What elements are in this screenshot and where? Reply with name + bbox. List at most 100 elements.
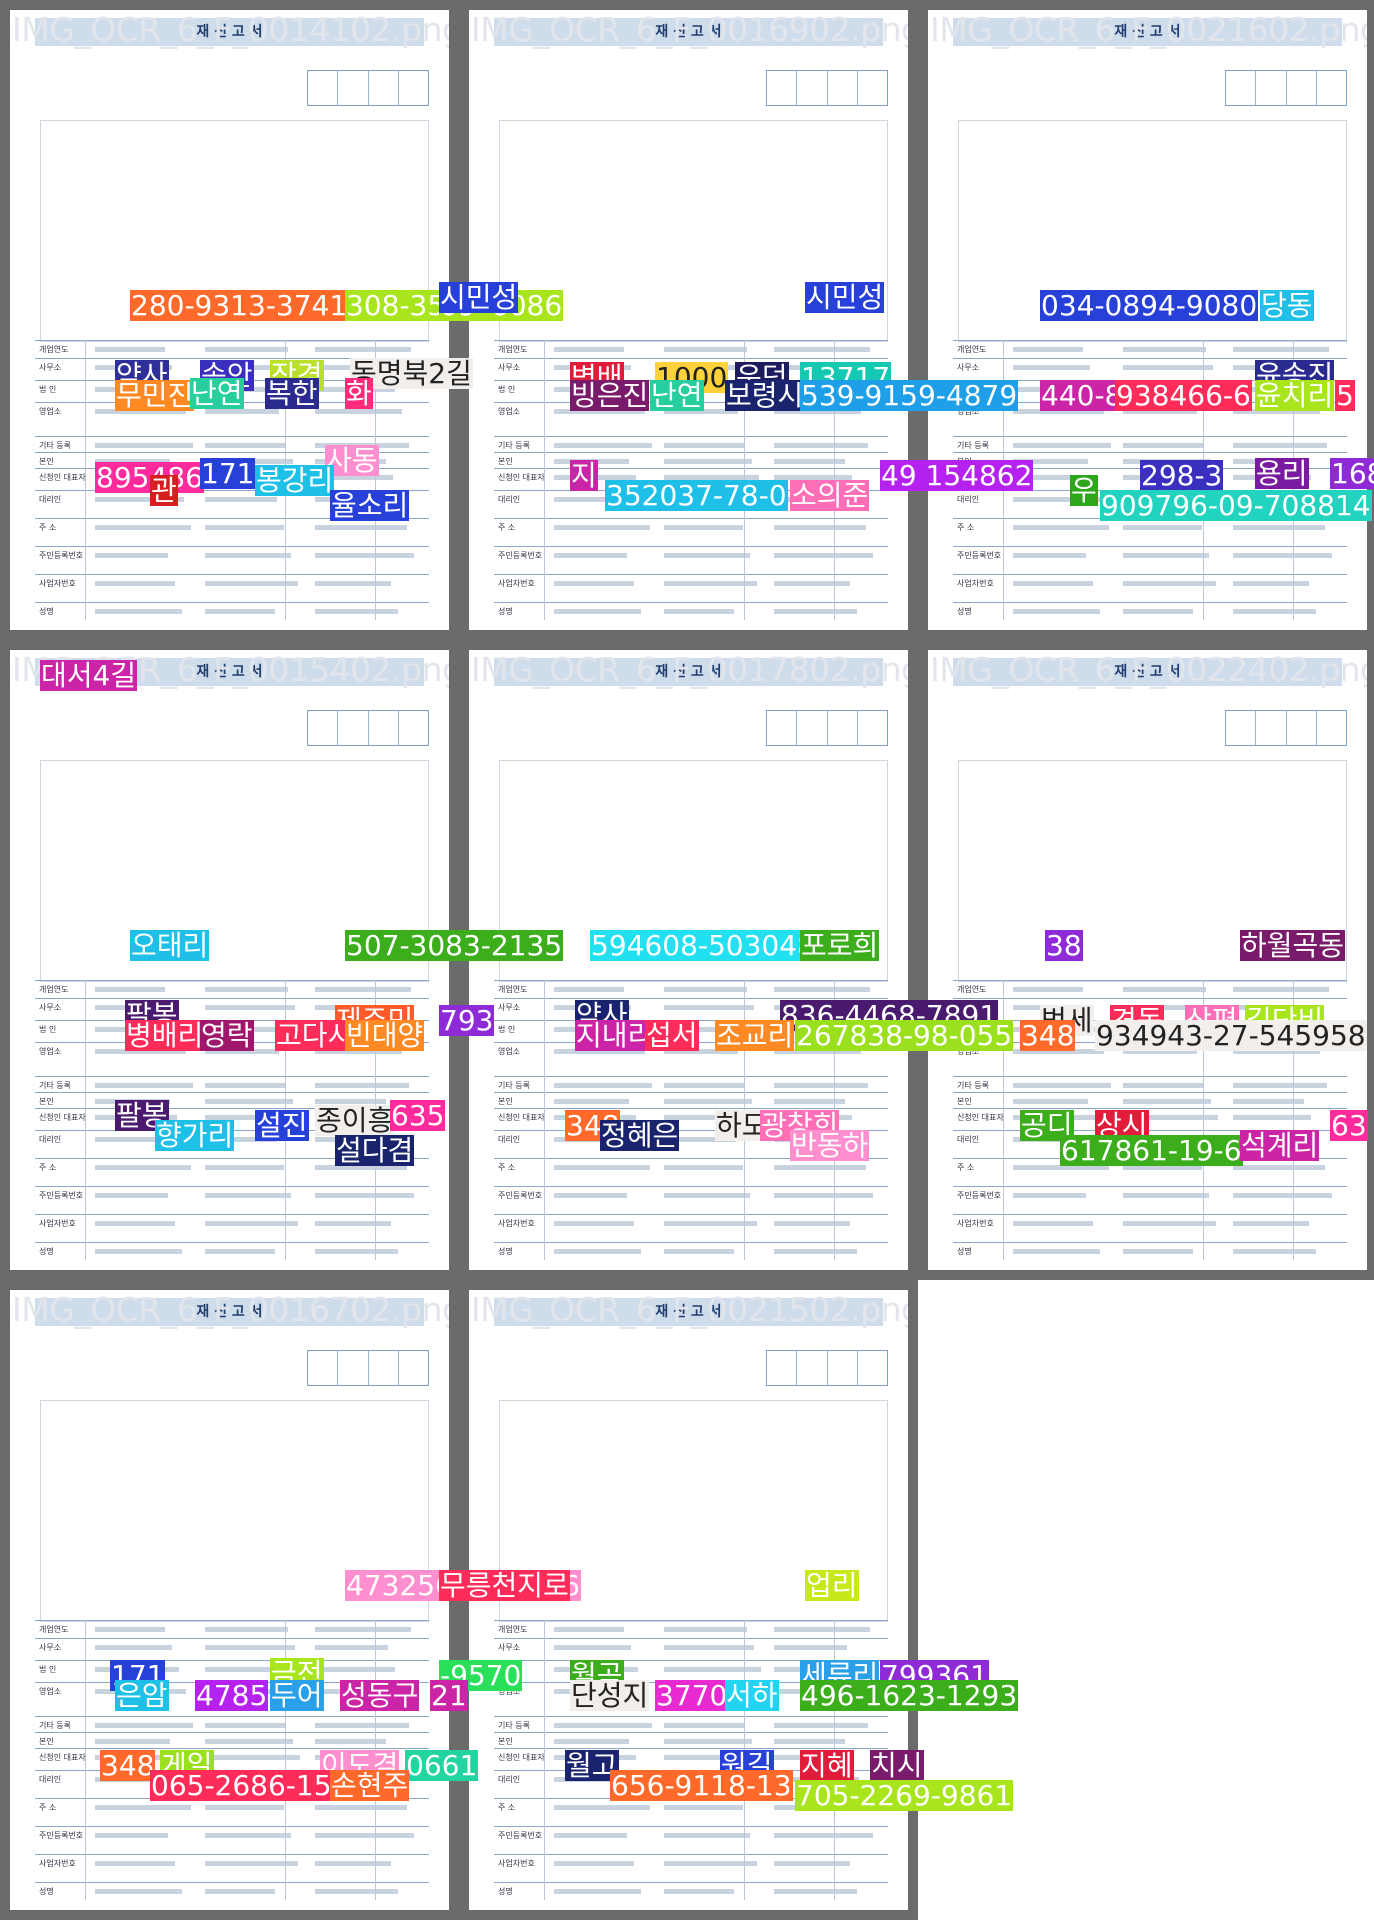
form-field-placeholder [1123, 1249, 1193, 1254]
form-row-label: 개업연도 [957, 985, 987, 994]
form-field-placeholder [554, 987, 624, 992]
form-row-label: 성명 [957, 1247, 972, 1256]
form-field-placeholder [1013, 347, 1083, 352]
form-row-label: 신청인 대표자 [498, 1113, 545, 1122]
form-row-label: 영업소 [39, 407, 62, 416]
form-row-label: 사무소 [498, 1003, 521, 1012]
form-row-label: 성명 [498, 1887, 513, 1896]
form-row-label: 주민등록번호 [39, 1191, 84, 1200]
form-row: 개업연도 [35, 340, 429, 354]
form-row-label: 기타 등록 [498, 1081, 530, 1090]
form-row: 기타 등록 [953, 436, 1347, 450]
form-row-label: 사무소 [498, 1643, 521, 1652]
form-field-placeholder [554, 1833, 627, 1838]
form-field-placeholder [205, 609, 275, 614]
ocr-label: 시민성 [439, 281, 519, 314]
title-bar: 재 신 고 서 [494, 1298, 883, 1326]
form-row: 주민등록번호 [953, 546, 1347, 560]
form-row-label: 사업자번호 [498, 1219, 535, 1228]
form-field-placeholder [205, 1723, 286, 1728]
form-field-placeholder [95, 409, 186, 414]
document-panel: IMG_OCR_6_F_0016702.png 재 신 고 서 개업연도 사무소 법 인… [0, 1280, 581, 1920]
ocr-label: 635 [390, 1099, 446, 1132]
form-row-label: 개업연도 [39, 985, 69, 994]
form-field-placeholder [205, 1861, 298, 1866]
form-field-placeholder [664, 1249, 734, 1254]
form-field-placeholder [554, 1083, 652, 1088]
form-field-placeholder [664, 1099, 752, 1104]
form-field-placeholder [205, 1137, 277, 1142]
form-row-label: 본인 [498, 1097, 513, 1106]
form-field-placeholder [95, 553, 168, 558]
form-row-label: 주 소 [957, 1163, 975, 1172]
form-column-divider [544, 1620, 545, 1900]
ocr-label: 617861-19-6 [1060, 1134, 1243, 1167]
ocr-label: 440-8 [1040, 379, 1124, 412]
ocr-label: 향가리 [155, 1119, 235, 1152]
ocr-label: 793 [439, 1004, 495, 1037]
form-field-placeholder [554, 1889, 641, 1894]
form-field-placeholder [1013, 581, 1093, 586]
form-row: 주 소 [494, 1158, 888, 1172]
form-field-placeholder [774, 443, 868, 448]
ocr-label: 0661 [405, 1749, 479, 1782]
form-field-placeholder [774, 1833, 873, 1838]
form-field-placeholder [554, 1805, 650, 1810]
title-bar: 재 신 고 서 [35, 18, 424, 46]
form-field-placeholder [1013, 1249, 1100, 1254]
form-field-placeholder [1123, 365, 1213, 370]
form-field-placeholder [205, 1889, 275, 1894]
form-field-placeholder [1123, 347, 1206, 352]
ocr-label: 034-0894-9080 [1040, 289, 1259, 322]
form-field-placeholder [95, 581, 175, 586]
form-row-label: 대리인 [498, 495, 521, 504]
ocr-label: 065-2686-15 [150, 1769, 333, 1802]
form-row-label: 신청인 대표자 [957, 1113, 1004, 1122]
form-row-label: 주민등록번호 [39, 1831, 84, 1840]
form-field-placeholder [664, 347, 747, 352]
form-field-placeholder [664, 525, 743, 530]
filename-watermark: IMG_OCR_6_F_0021502.png [471, 1290, 908, 1329]
approval-stamp-boxes [307, 1350, 429, 1386]
ocr-label: 171 [200, 457, 256, 490]
form-field-placeholder [205, 525, 284, 530]
form-field-placeholder [1123, 1115, 1218, 1120]
ocr-label: 시민성 [805, 281, 885, 314]
form-row: 본인 [494, 1732, 888, 1746]
ocr-label: 용리 [1255, 457, 1309, 490]
form-row: 사무소 [494, 358, 888, 372]
ocr-label: 설다겸 [335, 1134, 415, 1167]
ocr-label: 섭서 [645, 1019, 699, 1052]
form-field-placeholder [1013, 1193, 1086, 1198]
form-row-label: 주민등록번호 [498, 1191, 543, 1200]
ocr-label: 348 [1020, 1019, 1076, 1052]
form-field-placeholder [1013, 459, 1088, 464]
ocr-label: 서하 [725, 1679, 779, 1712]
form-row-label: 본인 [39, 1097, 54, 1106]
form-row-label: 주민등록번호 [498, 1831, 543, 1840]
form-field-placeholder [1233, 581, 1309, 586]
form-field-placeholder [1013, 1221, 1093, 1226]
ocr-label: 지 [570, 459, 598, 492]
form-field-placeholder [1123, 553, 1209, 558]
form-field-placeholder [95, 1049, 186, 1054]
ocr-label: 설진 [255, 1109, 309, 1142]
form-column-divider [1003, 980, 1004, 1260]
ocr-label: 관 [150, 474, 178, 507]
form-field-placeholder [95, 1083, 193, 1088]
approval-stamp-boxes [766, 1350, 888, 1386]
ocr-label: 병배리 [125, 1019, 205, 1052]
form-field-placeholder [95, 1165, 191, 1170]
form-row-label: 사업자번호 [39, 1859, 76, 1868]
form-field-placeholder [1123, 1165, 1202, 1170]
ocr-label: 손현주 [330, 1769, 410, 1802]
form-row-label: 법 인 [39, 1025, 57, 1034]
title-bar: 재 신 고 서 [953, 18, 1342, 46]
document-panel: IMG_OCR_6_F_0014102.png 재 신 고 서 개업연도 사무소 법 인… [0, 0, 564, 691]
form-body-box [499, 760, 888, 982]
form-field-placeholder [315, 1627, 411, 1632]
ocr-label: 빈대양 [345, 1019, 425, 1052]
form-field-placeholder [554, 409, 645, 414]
